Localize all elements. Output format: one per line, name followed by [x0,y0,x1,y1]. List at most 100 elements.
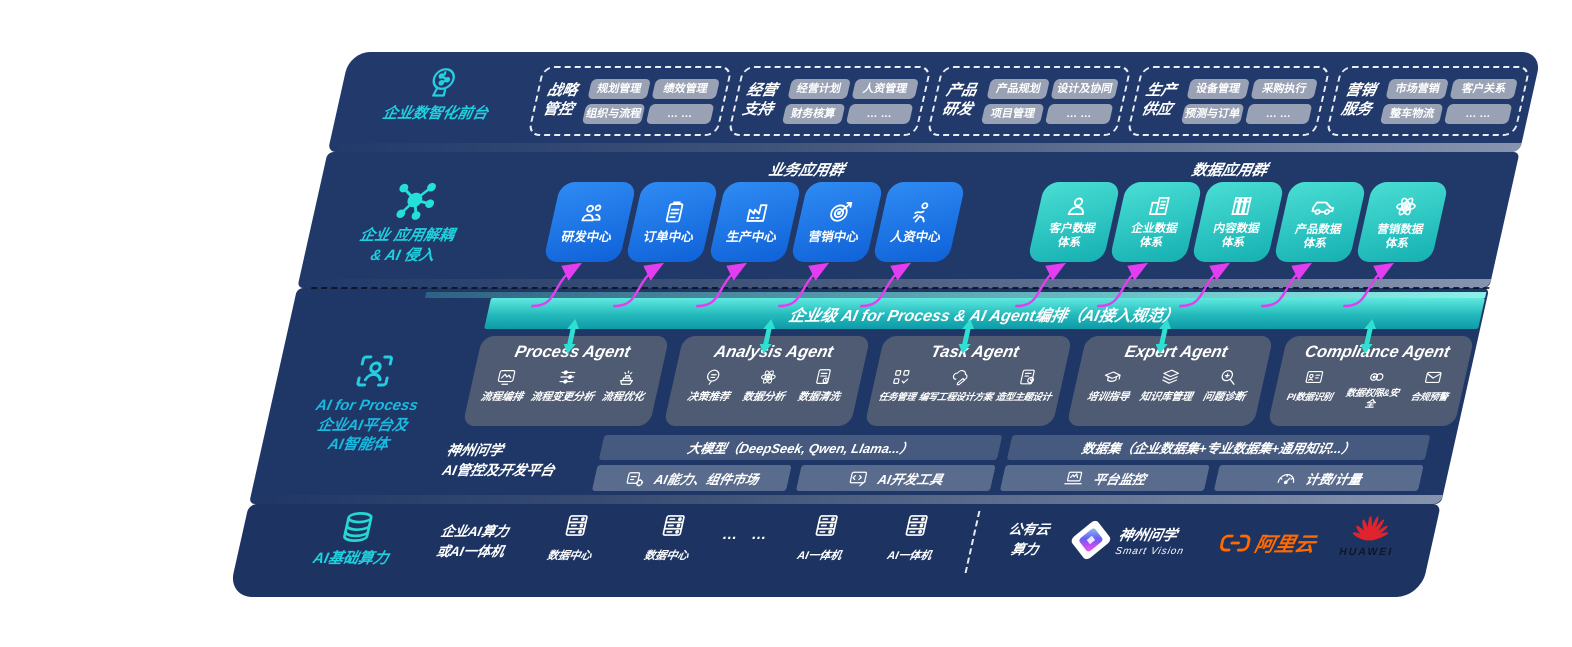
app-box-rnd-center: 研发中心 [543,182,637,262]
cloud-edit-icon [952,370,968,386]
group-name-line: 服务 [1339,101,1374,118]
group-operations: 经营 支持 经营计划 人资管理 财务核算 … … [726,66,933,136]
platform-section: 神州问学 AI管控及开发平台 大模型（DeepSeek, Qwen, Llama… [250,434,1456,498]
module-pill: 规划管理 [587,78,652,99]
dashed-separator-line [311,287,1490,289]
data-box-label-line: 产品数据 [1293,224,1343,237]
aliyun-wordmark: 阿里云 [1252,534,1318,556]
agent-item: 流程优化 [600,367,650,404]
agent-item-label: 合规预警 [1409,392,1449,403]
platform-monitor-cell: 平台监控 [999,465,1210,491]
data-box-label-line: 体系 [1384,237,1411,250]
scan-person-icon [356,355,393,387]
module-pill: 客户关系 [1449,78,1519,99]
group-name-line: 经营 [745,82,779,100]
agent-title: Analysis Agent [712,343,836,361]
app-layer-rail: 企业 应用解耦 & AI 侵入 [302,178,517,265]
smartvision-logo [1067,518,1116,562]
diagnose-search-icon [1221,370,1235,385]
agent-item-label: 数据分析 [741,391,787,403]
group-name-line: 产品 [944,82,979,100]
atom-icon [1395,197,1416,216]
knowledge-layers-icon [1162,369,1180,384]
front-office-label: 企业数智化前台 [380,105,490,122]
data-box-label-line: 体系 [1220,237,1247,249]
datacenter-node-1: 数据中心 [530,512,617,563]
task-agent-box: Task Agent 任务管理 编写工程设计方案 造型主题设计 [864,336,1073,426]
analysis-agent-box: Analysis Agent 决策推荐 数据分析 数据清洗 [663,336,871,426]
agent-item-label: 流程编排 [479,391,525,403]
component-market-icon [626,471,644,487]
sliders-icon [558,370,575,384]
app-rail-label-1: 企业 应用解耦 [357,227,456,244]
node-label: 数据中心 [643,550,690,562]
data-box-label-line: 体系 [1302,238,1328,250]
agent-boxes: Process Agent 流程编排 流程变更分析 流程优化 [462,336,1475,426]
module-pill: 产品规划 [986,78,1051,99]
molecule-icon [396,182,436,220]
module-pill: 采购执行 [1250,78,1319,99]
training-cap-icon [1105,371,1121,382]
hr-people-icon [912,202,928,223]
ai-appliance-node-2: AI一体机 [870,512,957,563]
module-pill: 整车物流 [1380,103,1444,124]
data-box-content: 内容数据 体系 [1191,182,1285,262]
agent-item: 数据清洗 [796,367,846,404]
billing-cell: 计费/计量 [1213,465,1424,491]
module-pill-more: … … [845,103,914,124]
aliyun-logo: 阿里云 [1217,528,1318,557]
enterprise-compute-label: 企业AI算力 或AI一体机 [399,522,546,561]
node-label: AI一体机 [796,550,843,562]
data-box-marketing: 营销数据 体系 [1355,182,1449,262]
data-box-enterprise: 企业数据 体系 [1109,182,1203,262]
datasets-bar: 数据集（企业数据集+专业数据集+通用知识...） [1006,435,1431,460]
app-box-label: 人资中心 [889,230,943,244]
business-apps-title: 业务应用群 [767,162,846,179]
huawei-wordmark: HUAWEI [1337,546,1395,558]
module-pill: 组织与流程 [582,103,646,124]
node-label: 数据中心 [546,550,593,562]
data-box-label-line: 客户数据 [1048,223,1097,236]
data-box-label: 内容数据 体系 [1209,223,1261,251]
group-production-supply: 生产 供应 设备管理 采购执行 预测与订单 … … [1126,66,1332,136]
agent-layer-rail: AI for Process 企业AI平台及 AI智能体 [260,350,475,455]
module-pill: 预测与订单 [1180,103,1245,124]
agent-title: Compliance Agent [1303,343,1452,361]
group-name-line: 营销 [1343,82,1378,100]
module-pill: 人资管理 [851,78,920,99]
smartvision-en: Smart Vision [1114,546,1186,557]
data-box-label-line: 体系 [1138,237,1165,249]
module-pill: 设计及协同 [1050,78,1119,99]
platform-rail-line-2: AI管控及开发平台 [440,461,557,478]
atom-icon [760,370,776,384]
agent-item-label: 编写工程设计方案 [917,392,994,403]
agent-item: 数据分析 [741,367,791,404]
agent-item: 造型主题设计 [995,367,1058,403]
people-icon [580,204,601,222]
data-box-label-line: 企业数据 [1130,223,1179,236]
agent-rail-label-1: AI for Process [314,397,420,414]
compute-line: 或AI一体机 [435,543,506,559]
cloud-line: 公有云 [1007,522,1052,537]
agent-item: 知识库管理 [1138,367,1199,404]
ai-platform-band: 企业级 AI for Process & AI Agent编排（AI接入规范） … [248,288,1490,504]
database-icon [343,512,373,543]
smartvision-wordmark: 神州问学 Smart Vision [1114,524,1231,557]
agent-title: Process Agent [513,343,633,361]
building-icon [1148,197,1170,216]
module-pill: 设备管理 [1186,78,1250,99]
data-box-label: 产品数据 体系 [1290,224,1343,252]
data-box-label-line: 体系 [1056,237,1083,249]
design-board-icon [1019,369,1035,385]
app-box-label: 生产中心 [725,230,779,244]
cell-label: 平台监控 [1091,471,1148,487]
cell-label: AI开发工具 [876,471,945,487]
gauge-icon [1277,473,1295,484]
decision-head-icon [706,369,719,385]
data-box-label: 企业数据 体系 [1127,223,1179,251]
group-name-line: 供应 [1140,101,1174,118]
datacenter-node-2: 数据中心 [627,512,714,563]
agent-item-label: 流程优化 [600,391,646,403]
app-box-label: 研发中心 [560,230,614,244]
